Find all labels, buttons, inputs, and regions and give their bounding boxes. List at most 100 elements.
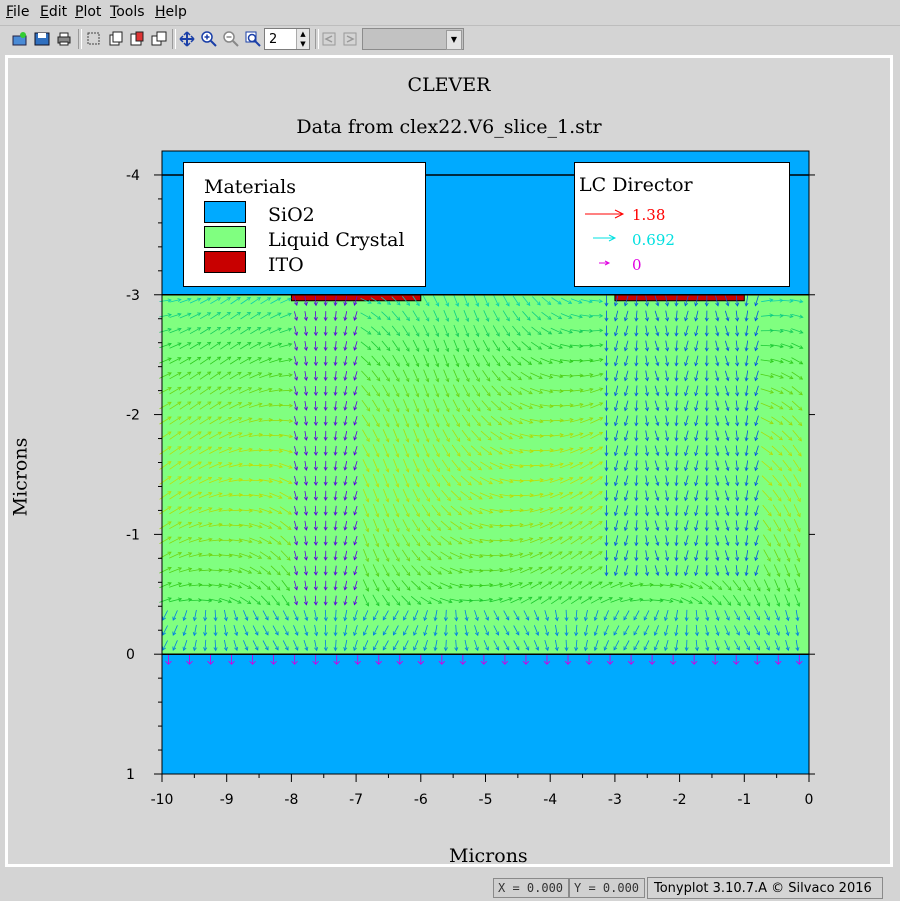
- director-arrow: [240, 312, 251, 320]
- open-icon[interactable]: [10, 29, 30, 49]
- director-arrowhead: [267, 555, 272, 560]
- director-arrow: [209, 341, 221, 350]
- zoom-in-icon[interactable]: [199, 29, 219, 49]
- director-arrow: [439, 597, 453, 603]
- director-arrowhead: [778, 451, 783, 456]
- director-arrowhead: [665, 556, 670, 562]
- menu-file[interactable]: File: [6, 4, 30, 20]
- director-arrowhead: [798, 391, 803, 396]
- menu-tools[interactable]: Tools: [110, 4, 145, 20]
- director-arrow: [209, 386, 222, 395]
- director-arrowhead: [438, 599, 443, 604]
- spinner-arrows-icon[interactable]: ▲ ▼: [296, 29, 309, 49]
- director-arrow: [186, 654, 193, 665]
- director-arrowhead: [445, 332, 450, 338]
- director-arrow: [594, 625, 599, 636]
- director-arrow: [654, 385, 659, 396]
- duplicate-icon[interactable]: [149, 29, 169, 49]
- director-arrow: [502, 310, 510, 322]
- zoom-box-icon[interactable]: [243, 29, 263, 49]
- zoom-factor-spinner[interactable]: 2 ▲ ▼: [264, 28, 310, 50]
- director-arrowhead: [799, 314, 804, 319]
- director-arrowhead: [303, 451, 308, 456]
- director-arrowhead: [725, 332, 730, 337]
- zoom-out-icon[interactable]: [221, 29, 241, 49]
- director-arrowhead: [684, 422, 688, 427]
- director-arrowhead: [509, 508, 514, 513]
- director-arrowhead: [435, 317, 440, 322]
- copy-icon[interactable]: [106, 29, 126, 49]
- director-arrow: [392, 549, 400, 562]
- director-arrowhead: [333, 391, 338, 397]
- director-arrow: [159, 551, 172, 559]
- director-arrowhead: [416, 542, 421, 547]
- save-icon[interactable]: [32, 29, 52, 49]
- director-arrow: [645, 550, 648, 561]
- director-arrow: [382, 594, 390, 606]
- director-arrowhead: [333, 361, 338, 367]
- director-arrow: [764, 625, 770, 636]
- pan-icon[interactable]: [177, 29, 197, 49]
- menu-edit[interactable]: Edit: [40, 4, 68, 20]
- director-arrowhead: [396, 332, 401, 337]
- director-arrowhead: [766, 631, 770, 636]
- director-arrowhead: [396, 301, 401, 306]
- plot-selector-combo[interactable]: ▼: [362, 28, 464, 50]
- director-arrowhead: [294, 406, 298, 411]
- director-arrow: [590, 461, 603, 470]
- director-arrow: [362, 474, 369, 487]
- director-arrow: [159, 582, 172, 589]
- director-arrow: [755, 535, 759, 546]
- director-arrow: [361, 370, 371, 381]
- director-arrow: [452, 429, 461, 442]
- director-arrow: [314, 326, 317, 336]
- director-arrow: [199, 371, 211, 380]
- director-arrow: [402, 384, 409, 397]
- director-arrowhead: [333, 331, 338, 337]
- director-arrow: [424, 610, 428, 621]
- director-arrow: [512, 295, 520, 306]
- director-arrow: [373, 518, 379, 532]
- director-arrow: [469, 569, 483, 572]
- director-arrowhead: [725, 526, 730, 532]
- chevron-down-icon[interactable]: ▼: [446, 30, 462, 50]
- redo-zoom-icon[interactable]: [340, 29, 360, 49]
- director-arrowhead: [497, 391, 502, 397]
- director-arrowhead: [727, 601, 732, 606]
- director-arrow: [575, 639, 578, 651]
- director-arrow: [381, 326, 391, 336]
- director-arrow: [344, 296, 348, 306]
- director-arrowhead: [288, 434, 294, 439]
- director-arrowhead: [545, 616, 549, 622]
- director-arrowhead: [465, 317, 470, 323]
- director-arrowhead: [747, 587, 751, 592]
- director-arrowhead: [688, 599, 694, 604]
- paste-icon[interactable]: [127, 29, 147, 49]
- director-arrowhead: [258, 524, 263, 529]
- director-arrowhead: [705, 616, 710, 622]
- print-icon[interactable]: [54, 29, 74, 49]
- director-arrow: [353, 639, 358, 651]
- director-arrow: [208, 569, 222, 571]
- director-arrow: [745, 295, 749, 306]
- director-arrow: [600, 597, 613, 604]
- director-arrow: [402, 504, 410, 517]
- select-icon[interactable]: [84, 29, 104, 49]
- director-arrow: [344, 475, 348, 486]
- director-arrow: [188, 553, 202, 558]
- director-arrow: [472, 369, 480, 382]
- director-arrowhead: [188, 582, 193, 587]
- menu-help[interactable]: Help: [155, 4, 187, 20]
- director-arrowhead: [684, 302, 688, 307]
- director-arrowhead: [768, 451, 774, 455]
- director-arrow: [239, 357, 252, 365]
- director-arrowhead: [396, 572, 400, 577]
- plot-canvas[interactable]: CLEVER Data from clex22.V6_slice_1.str -…: [5, 55, 893, 867]
- director-arrow: [392, 519, 400, 532]
- director-arrow: [189, 298, 201, 304]
- director-arrow: [502, 340, 511, 351]
- undo-zoom-icon[interactable]: [319, 29, 339, 49]
- director-arrow: [784, 549, 790, 562]
- menu-plot[interactable]: Plot: [75, 4, 102, 20]
- director-arrow: [520, 567, 533, 574]
